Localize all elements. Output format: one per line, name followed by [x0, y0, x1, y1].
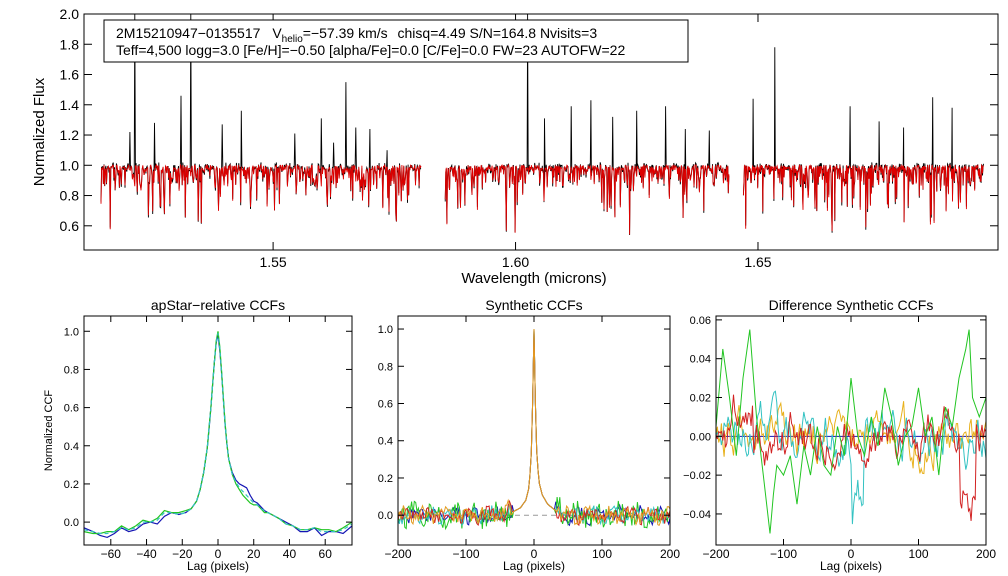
apstar_ccf-y-tick-label: 0.8	[64, 364, 79, 376]
difference_ccf-x-tick-label: 200	[976, 547, 996, 561]
spectrum-plot-area	[83, 13, 999, 251]
synthetic_ccf-y-tick-label: 0.8	[378, 361, 393, 373]
apstar-ccf-panel: apStar−relative CCFs Lag (pixels) Normaliz…	[43, 297, 353, 573]
spectrum-y-tick-label: 1.6	[60, 67, 80, 83]
difference_ccf-y-tick-label: 0.02	[690, 393, 711, 405]
apstar_ccf-y-tick-label: 0.6	[64, 403, 79, 415]
spectrum-y-tick-label: 2.0	[60, 6, 80, 22]
spectrum-x-label: Wavelength (microns)	[461, 270, 606, 287]
synthetic_ccf-x-tick-label: −100	[452, 547, 479, 561]
spectrum-y-tick-label: 1.0	[60, 157, 80, 173]
synthetic_ccf-y-tick-label: 1.0	[378, 324, 393, 336]
synthetic_ccf-x-tick-label: 100	[592, 547, 612, 561]
synthetic_ccf-y-tick-label: 0.0	[378, 510, 393, 522]
apstar_ccf-visit-1-line	[84, 334, 352, 539]
synthetic_ccf-synthetic-5-line	[398, 328, 670, 526]
spectrum-y-label: Normalized Flux	[31, 77, 48, 186]
apstar_ccf-y-label: Normalized CCF	[43, 390, 55, 472]
apstar_ccf-x-tick-label: 20	[247, 547, 261, 561]
spectrum-model-line	[742, 163, 984, 232]
spectrum-panel: 1.55 1.60 1.65 0.6 0.8 1.0 1.2 1.4 1.6 1.8 2.0 Wa…	[31, 6, 999, 287]
difference_ccf-x-tick-label: −100	[770, 547, 797, 561]
difference_ccf-title: Difference Synthetic CCFs	[769, 297, 934, 313]
apstar_ccf-x-tick-label: −60	[101, 547, 122, 561]
annotation-vhelio-sub: helio	[282, 34, 304, 45]
synthetic_ccf-synthetic-2-line	[398, 328, 670, 531]
difference-ccf-panel: Difference Synthetic CCFs Lag (pixels) −20…	[683, 297, 996, 573]
synthetic_ccf-synthetic-4-line	[398, 328, 670, 527]
synthetic_ccf-y-tick-label: 0.6	[378, 399, 393, 411]
synthetic_ccf-synthetic-3-line	[398, 328, 670, 527]
spectrum-x-tick-label: 1.65	[744, 254, 771, 270]
apstar_ccf-y-tick-label: 0.2	[64, 479, 79, 491]
apstar_ccf-x-tick-label: 0	[215, 547, 222, 561]
apstar_ccf-x-label: Lag (pixels)	[187, 559, 249, 573]
spectrum-annotation-box: 2M15210947−0135517 Vhelio=−57.39 km/s ch…	[103, 19, 689, 63]
synthetic_ccf-synthetic-1-line	[398, 328, 670, 527]
annotation-vhelio-symbol: V	[272, 25, 282, 41]
difference_ccf-diff-green-line	[716, 329, 986, 534]
synthetic_ccf-title: Synthetic CCFs	[485, 297, 582, 313]
difference_ccf-x-label: Lag (pixels)	[820, 559, 882, 573]
difference_ccf-x-tick-label: 0	[848, 547, 855, 561]
synthetic_ccf-y-tick-label: 0.2	[378, 473, 393, 485]
apstar_ccf-x-tick-label: 60	[319, 547, 333, 561]
difference_ccf-diff-red-line	[716, 394, 986, 521]
apstar_ccf-x-tick-label: 40	[283, 547, 297, 561]
annotation-object: 2M15210947−0135517	[116, 25, 261, 41]
difference_ccf-y-tick-label: −0.04	[683, 509, 711, 521]
synthetic_ccf-y-tick-label: 0.4	[378, 436, 393, 448]
spectrum-y-tick-label: 1.4	[60, 97, 80, 113]
spectrum-y-tick-label: 0.6	[60, 218, 80, 234]
apstar_ccf-plot-area	[83, 315, 353, 546]
synthetic-ccf-panel: Synthetic CCFs Lag (pixels) −200 −100 0 100 20…	[378, 297, 681, 573]
apstar_ccf-y-tick-label: 0.4	[64, 441, 79, 453]
difference_ccf-y-tick-label: 0.04	[690, 354, 711, 366]
apstar_ccf-y-tick-label: 1.0	[64, 326, 79, 338]
spectrum-y-tick-label: 0.8	[60, 188, 80, 204]
spectrum-model-line	[444, 163, 730, 235]
spectrum-y-tick-label: 1.2	[60, 127, 80, 143]
apstar_ccf-visit-3-line	[84, 333, 352, 535]
difference_ccf-x-tick-label: 100	[908, 547, 928, 561]
spectrum-observed-line	[742, 47, 984, 233]
difference_ccf-x-tick-label: −200	[702, 547, 729, 561]
annotation-stats: chisq=4.49 S/N=164.8 Nvisits=3	[398, 25, 598, 41]
apstar_ccf-x-tick-label: −20	[172, 547, 193, 561]
synthetic_ccf-x-tick-label: −200	[384, 547, 411, 561]
apstar_ccf-visit-2-line	[84, 331, 352, 535]
difference_ccf-y-tick-label: 0.00	[690, 431, 711, 443]
spectrum-x-tick-label: 1.60	[502, 254, 529, 270]
apstar_ccf-y-tick-label: 0.0	[64, 517, 79, 529]
spectrum-x-tick-label: 1.55	[259, 254, 286, 270]
difference_ccf-y-tick-label: 0.06	[690, 315, 711, 327]
synthetic_ccf-x-tick-label: 0	[531, 547, 538, 561]
synthetic_ccf-x-tick-label: 200	[660, 547, 680, 561]
apstar_ccf-x-tick-label: −40	[136, 547, 157, 561]
spectrum-y-tick-label: 1.8	[60, 36, 80, 52]
synthetic_ccf-x-label: Lag (pixels)	[503, 559, 565, 573]
difference_ccf-y-tick-label: −0.02	[683, 470, 711, 482]
annotation-vhelio-value: =−57.39 km/s	[303, 25, 388, 41]
difference_ccf-diff-cyan-line	[716, 390, 986, 525]
apstar_ccf-title: apStar−relative CCFs	[151, 297, 285, 313]
svg-text:2M15210947−0135517 Vhe: 2M15210947−0135517 Vhelio=−57.39 km/s ch…	[116, 25, 597, 45]
annotation-params: Teff=4,500 logg=3.0 [Fe/H]=−0.50 [alpha/…	[116, 42, 625, 58]
spectrum-model-line	[100, 163, 422, 230]
